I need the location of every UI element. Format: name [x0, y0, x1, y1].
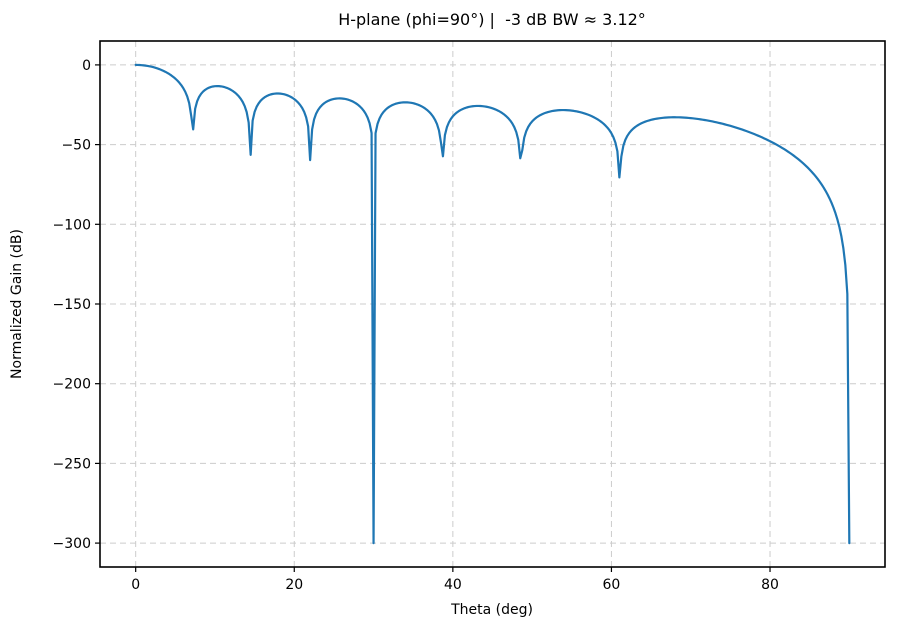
x-axis-label: Theta (deg) [450, 602, 533, 618]
y-tick-label: −250 [53, 456, 91, 472]
grid-layer [100, 41, 885, 567]
x-tick-label: 20 [285, 577, 303, 593]
x-tick-label: 60 [603, 577, 621, 593]
y-axis-label: Normalized Gain (dB) [9, 229, 25, 379]
y-tick-label: 0 [82, 58, 91, 74]
chart-title: H-plane (phi=90°) | -3 dB BW ≈ 3.12° [338, 10, 646, 29]
y-tick-label: −100 [53, 217, 91, 233]
y-tick-label: −150 [53, 297, 91, 313]
x-tick-label: 40 [444, 577, 462, 593]
gain-curve [134, 63, 851, 545]
y-tick-label: −200 [53, 377, 91, 393]
y-tick-label: −300 [53, 536, 91, 552]
tick-layer: 0 20 40 60 80 0 −50 −100 −150 −200 −250 −300 [53, 58, 779, 593]
x-tick-label: 0 [131, 577, 140, 593]
y-tick-label: −50 [61, 138, 91, 154]
x-tick-label: 80 [761, 577, 779, 593]
